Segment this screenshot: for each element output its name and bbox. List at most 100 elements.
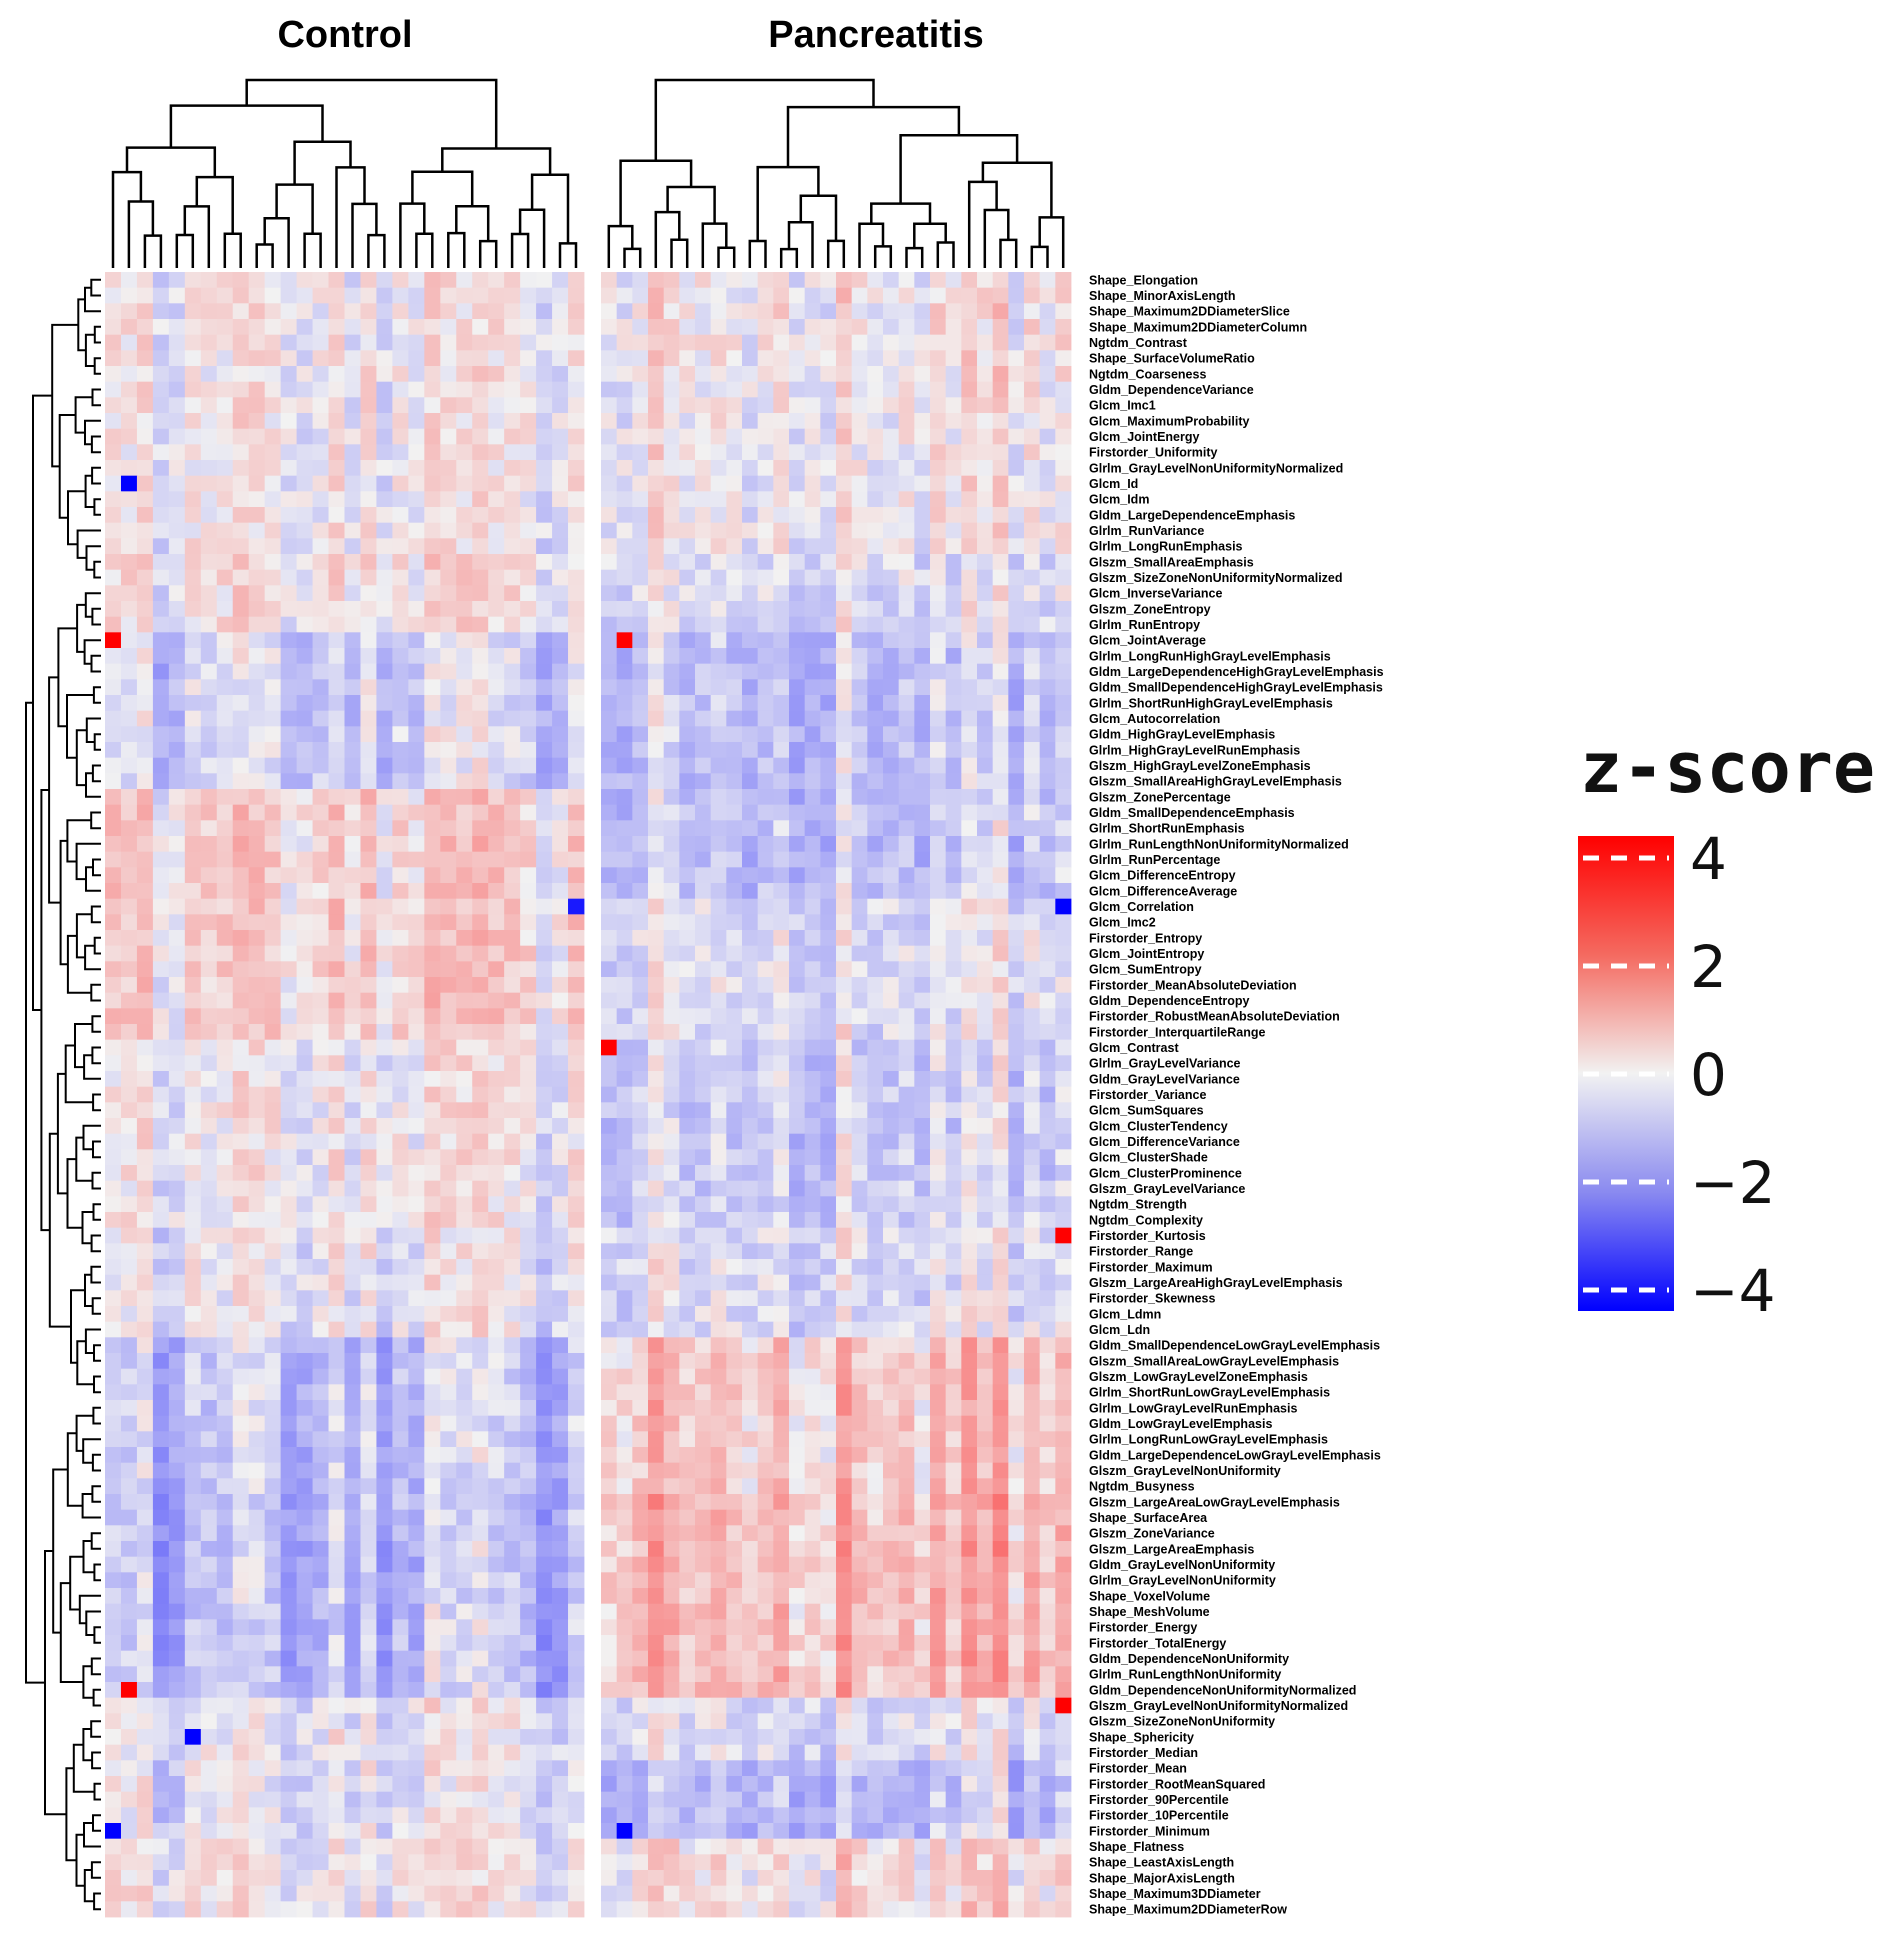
heatmap-cell (232, 1431, 250, 1448)
heatmap-cell (804, 303, 821, 320)
heatmap-cell (1024, 491, 1041, 508)
heatmap-cell (105, 272, 122, 289)
heatmap-cell (168, 1901, 186, 1918)
heatmap-cell (568, 1823, 585, 1840)
heatmap-cell (184, 1682, 202, 1699)
heatmap-cell (472, 710, 489, 727)
heatmap-cell (344, 1494, 361, 1511)
heatmap-cell (1055, 930, 1072, 947)
heatmap-cell (280, 1509, 297, 1526)
heatmap-cell (344, 1556, 361, 1573)
heatmap-cell (216, 977, 234, 994)
heatmap-cell (520, 1462, 537, 1479)
heatmap-cell (488, 303, 505, 320)
heatmap-cell (424, 1713, 441, 1730)
heatmap-cell (789, 1102, 806, 1119)
heatmap-cell (679, 867, 696, 884)
heatmap-cell (616, 679, 633, 696)
heatmap-cell (344, 1588, 361, 1605)
heatmap-cell (1039, 804, 1056, 821)
heatmap-cell (1008, 444, 1025, 461)
heatmap-cell (376, 287, 393, 304)
heatmap-cell (328, 1306, 345, 1323)
heatmap-cell (820, 413, 837, 430)
heatmap-cell (945, 773, 962, 790)
heatmap-cell (616, 1086, 633, 1103)
heatmap-cell (695, 585, 712, 602)
heatmap-cell (440, 914, 457, 931)
heatmap-cell (152, 914, 170, 931)
heatmap-cell (1024, 898, 1041, 915)
heatmap-cell (440, 1509, 457, 1526)
heatmap-cell (440, 1462, 457, 1479)
heatmap-cell (136, 616, 154, 633)
heatmap-cell (504, 1744, 521, 1761)
heatmap-cell (440, 554, 457, 571)
heatmap-cell (408, 1086, 425, 1103)
heatmap-cell (1024, 334, 1041, 351)
heatmap-cell (504, 1133, 521, 1150)
heatmap-cell (883, 319, 900, 336)
heatmap-cell (601, 522, 618, 539)
heatmap-cell (820, 1055, 837, 1072)
heatmap-cell (520, 1447, 537, 1464)
heatmap-cell (568, 1572, 585, 1589)
heatmap-cell (867, 1102, 884, 1119)
heatmap-cell (568, 773, 585, 790)
heatmap-cell (152, 1196, 170, 1213)
heatmap-cell (851, 538, 868, 555)
heatmap-cell (456, 1619, 473, 1636)
heatmap-cell (488, 663, 505, 680)
heatmap-cell (440, 1196, 457, 1213)
heatmap-cell (440, 1791, 457, 1808)
heatmap-cell (264, 632, 282, 649)
heatmap-cell (184, 507, 202, 524)
heatmap-cell (601, 867, 618, 884)
heatmap-cell (851, 930, 868, 947)
heatmap-cell (152, 710, 170, 727)
heatmap-cell (200, 804, 218, 821)
heatmap-cell (773, 413, 790, 430)
heatmap-cell (977, 381, 994, 398)
heatmap-cell (568, 648, 585, 665)
heatmap-cell (616, 789, 633, 806)
row-dendro-link (90, 905, 101, 924)
heatmap-cell (648, 648, 665, 665)
heatmap-cell (456, 1823, 473, 1840)
heatmap-cell (456, 507, 473, 524)
heatmap-cell (710, 585, 727, 602)
heatmap-cell (616, 1039, 633, 1056)
heatmap-cell (408, 930, 425, 947)
heatmap-cell (136, 1102, 154, 1119)
heatmap-cell (456, 1353, 473, 1370)
heatmap-cell (216, 319, 234, 336)
heatmap-cell (264, 1133, 282, 1150)
heatmap-cell (184, 1180, 202, 1197)
heatmap-cell (232, 1666, 250, 1683)
heatmap-cell (120, 522, 138, 539)
heatmap-cell (851, 789, 868, 806)
col-dendro-link (111, 170, 143, 268)
heatmap-cell (520, 1196, 537, 1213)
heatmap-cell (376, 1212, 393, 1229)
heatmap-cell (1055, 287, 1072, 304)
heatmap-cell (632, 820, 649, 837)
heatmap-cell (120, 538, 138, 555)
heatmap-cell (488, 1603, 505, 1620)
heatmap-cell (836, 632, 853, 649)
heatmap-cell (836, 334, 853, 351)
heatmap-cell (520, 413, 537, 430)
heatmap-cell (961, 569, 978, 586)
heatmap-cell (726, 507, 743, 524)
heatmap-cell (136, 569, 154, 586)
heatmap-cell (488, 1368, 505, 1385)
heatmap-cell (616, 992, 633, 1009)
heatmap-cell (168, 1603, 186, 1620)
heatmap-cell (504, 1055, 521, 1072)
heatmap-cell (992, 663, 1009, 680)
col-dendro-link (558, 242, 578, 268)
heatmap-cell (392, 1321, 409, 1338)
heatmap-cell (601, 601, 618, 618)
heatmap-cell (914, 554, 931, 571)
heatmap-cell (536, 428, 553, 445)
